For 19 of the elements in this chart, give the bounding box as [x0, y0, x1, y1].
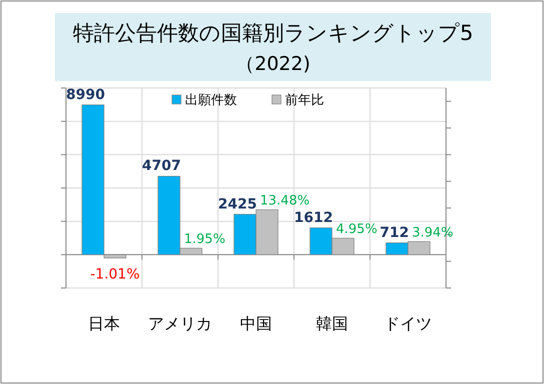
data-label: 4707 — [142, 158, 181, 174]
chart-subtitle: （2022) — [236, 53, 310, 75]
legend-label: 出願件数 — [185, 93, 237, 108]
x-tick-label: 韓国 — [316, 314, 348, 333]
data-label: 13.48% — [260, 194, 310, 209]
chart-title: 特許公告件数の国籍別ランキングトップ5 — [72, 21, 474, 45]
data-label: 3.94% — [412, 226, 454, 241]
x-tick-label: 日本 — [88, 314, 120, 333]
data-label: 8990 — [66, 86, 106, 103]
data-label: -1.01% — [90, 266, 140, 283]
x-tick-label: 中国 — [240, 314, 272, 333]
legend-label: 前年比 — [285, 93, 324, 108]
x-tick-label: アメリカ — [148, 314, 212, 333]
data-label: 1.95% — [184, 232, 226, 248]
data-label: 2425 — [218, 196, 257, 212]
data-label: 1612 — [294, 210, 333, 226]
data-label: 4.95% — [336, 222, 378, 238]
data-label: 712 — [380, 224, 409, 241]
x-tick-label: ドイツ — [384, 314, 432, 333]
